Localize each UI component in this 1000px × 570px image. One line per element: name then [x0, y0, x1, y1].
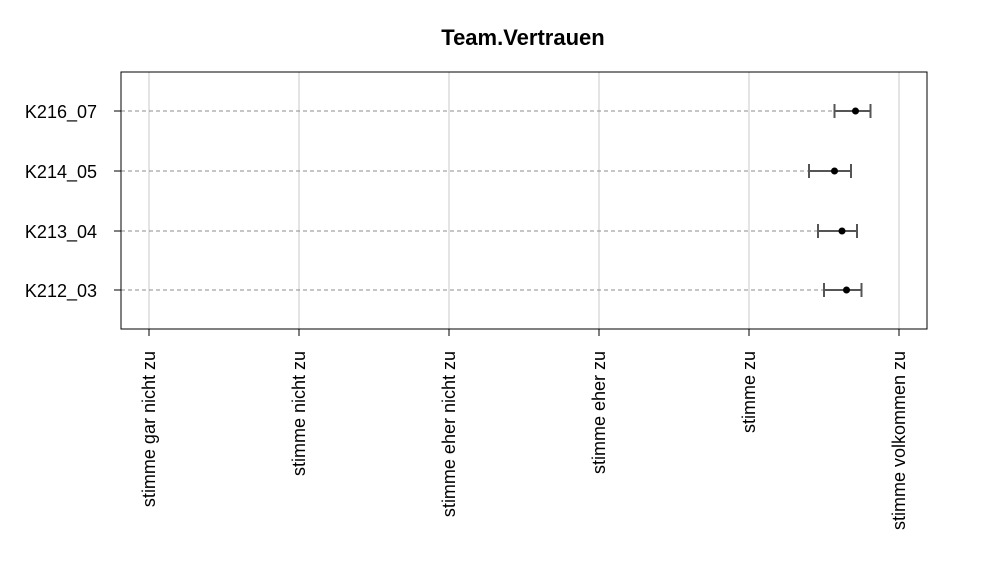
mean-point: [831, 167, 838, 175]
x-tick-label: stimme eher zu: [589, 351, 609, 474]
grid-layer: [148, 72, 900, 336]
x-tick-label: stimme nicht zu: [289, 351, 309, 476]
mean-point: [838, 227, 846, 235]
x-tick-label: stimme volkommen zu: [889, 351, 909, 530]
rows-layer: K216_07 K214_05 K213_04 K212_03: [25, 102, 872, 302]
x-tick-labels: stimme gar nicht zu stimme nicht zu stimme…: [139, 351, 909, 530]
y-tick-label: K216_07: [25, 102, 97, 123]
y-tick-label: K213_04: [25, 222, 97, 243]
x-tick-label: stimme zu: [739, 351, 759, 433]
chart-title: Team.Vertrauen: [441, 25, 604, 50]
plot-frame: [120, 71, 928, 330]
y-tick-label: K214_05: [25, 162, 97, 183]
x-tick-label: stimme gar nicht zu: [139, 351, 159, 507]
mean-point: [852, 107, 859, 115]
x-tick-label: stimme eher nicht zu: [439, 351, 459, 517]
y-tick-label: K212_03: [25, 281, 97, 302]
mean-point: [843, 286, 850, 294]
